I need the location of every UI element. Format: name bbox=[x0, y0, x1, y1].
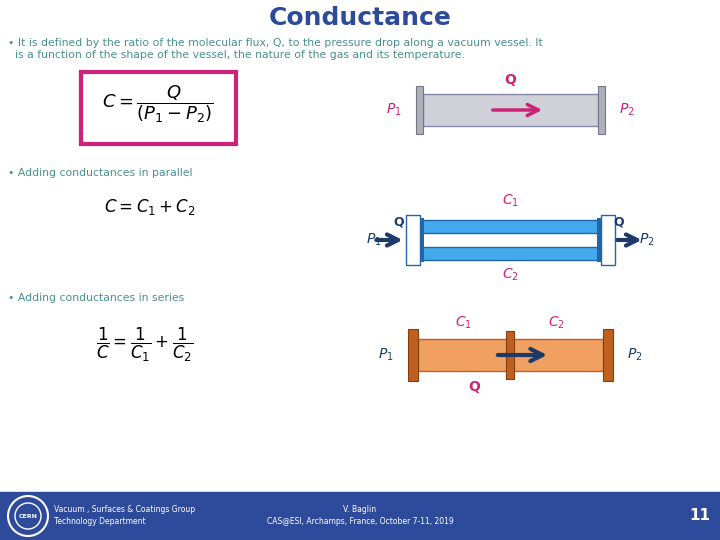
Text: CERN: CERN bbox=[19, 514, 37, 518]
Text: $C_2$: $C_2$ bbox=[548, 315, 564, 331]
Bar bbox=[600, 215, 614, 265]
Text: • Adding conductances in parallel: • Adding conductances in parallel bbox=[8, 168, 192, 178]
Bar bbox=[408, 329, 418, 381]
Bar bbox=[420, 247, 600, 260]
Text: $P_1$: $P_1$ bbox=[378, 347, 393, 363]
Text: $C_1$: $C_1$ bbox=[455, 315, 472, 331]
Text: is a function of the shape of the vessel, the nature of the gas and its temperat: is a function of the shape of the vessel… bbox=[8, 50, 465, 60]
Text: Technology Department: Technology Department bbox=[54, 517, 145, 526]
Text: $C = \dfrac{Q}{(P_1 - P_2)}$: $C = \dfrac{Q}{(P_1 - P_2)}$ bbox=[102, 83, 214, 125]
Text: $P_2$: $P_2$ bbox=[618, 102, 634, 118]
Text: 11: 11 bbox=[690, 509, 711, 523]
Text: $P_2$: $P_2$ bbox=[626, 347, 642, 363]
Bar bbox=[423, 94, 598, 126]
Text: • Adding conductances in series: • Adding conductances in series bbox=[8, 293, 184, 303]
Bar bbox=[0, 492, 720, 540]
Text: $C_1$: $C_1$ bbox=[502, 193, 518, 209]
Bar bbox=[506, 331, 514, 379]
Text: $P_1$: $P_1$ bbox=[386, 102, 401, 118]
Text: Vacuum , Surfaces & Coatings Group: Vacuum , Surfaces & Coatings Group bbox=[54, 505, 195, 515]
Bar bbox=[596, 218, 600, 262]
Text: • It is defined by the ratio of the molecular flux, Q, to the pressure drop alon: • It is defined by the ratio of the mole… bbox=[8, 38, 543, 48]
Text: $C_2$: $C_2$ bbox=[502, 267, 518, 283]
Text: Q: Q bbox=[468, 380, 480, 394]
Text: CAS@ESI, Archamps, France, October 7-11, 2019: CAS@ESI, Archamps, France, October 7-11,… bbox=[266, 517, 454, 526]
Text: Q: Q bbox=[613, 215, 624, 228]
Bar bbox=[405, 215, 420, 265]
Bar bbox=[420, 218, 423, 262]
Bar bbox=[603, 329, 613, 381]
Bar bbox=[598, 86, 605, 134]
Bar bbox=[418, 339, 603, 371]
Text: Q: Q bbox=[504, 73, 516, 87]
Text: $\dfrac{1}{C} = \dfrac{1}{C_1} + \dfrac{1}{C_2}$: $\dfrac{1}{C} = \dfrac{1}{C_1} + \dfrac{… bbox=[96, 326, 194, 364]
Text: $P_2$: $P_2$ bbox=[639, 232, 654, 248]
Text: $P_1$: $P_1$ bbox=[366, 232, 382, 248]
Text: V. Baglin: V. Baglin bbox=[343, 505, 377, 515]
Bar bbox=[415, 86, 423, 134]
Bar bbox=[420, 220, 600, 233]
Text: Q: Q bbox=[393, 215, 404, 228]
Text: Conductance: Conductance bbox=[269, 6, 451, 30]
Text: $C = C_1 + C_2$: $C = C_1 + C_2$ bbox=[104, 197, 196, 217]
Bar bbox=[81, 72, 235, 144]
